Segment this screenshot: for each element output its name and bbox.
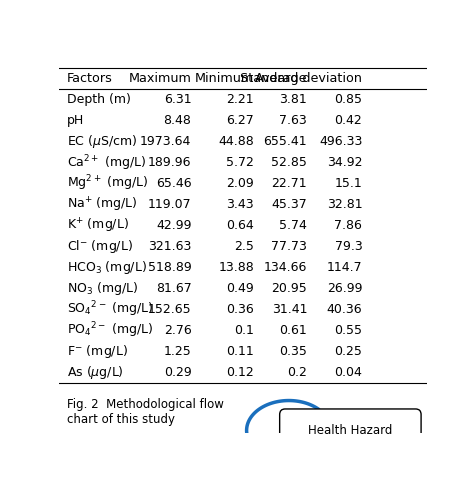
Text: 20.95: 20.95 [272,282,307,295]
Text: 8.48: 8.48 [164,114,191,127]
Text: 3.81: 3.81 [280,93,307,106]
Text: 79.3: 79.3 [335,240,362,253]
Text: Average: Average [255,72,307,85]
Text: 7.63: 7.63 [280,114,307,127]
Text: 81.67: 81.67 [156,282,191,295]
Text: Mg$^{2+}$ (mg/L): Mg$^{2+}$ (mg/L) [66,174,148,193]
Text: As ($\mu$g/L): As ($\mu$g/L) [66,364,123,381]
Text: 22.71: 22.71 [272,177,307,190]
Text: 0.11: 0.11 [226,345,254,358]
Text: 518.89: 518.89 [148,261,191,274]
Text: 496.33: 496.33 [319,135,362,148]
Text: 0.85: 0.85 [334,93,362,106]
Text: 32.81: 32.81 [327,198,362,211]
Text: 0.36: 0.36 [226,303,254,316]
Text: 119.07: 119.07 [148,198,191,211]
Text: 40.36: 40.36 [327,303,362,316]
Text: 7.86: 7.86 [335,219,362,232]
Text: 1973.64: 1973.64 [140,135,191,148]
Text: Maximum: Maximum [128,72,191,85]
Text: Fig. 2  Methodological flow
chart of this study: Fig. 2 Methodological flow chart of this… [66,398,223,426]
Text: 0.04: 0.04 [335,366,362,379]
Text: 321.63: 321.63 [148,240,191,253]
Text: 0.2: 0.2 [287,366,307,379]
Text: 0.25: 0.25 [335,345,362,358]
Text: 0.12: 0.12 [226,366,254,379]
Text: 114.7: 114.7 [327,261,362,274]
Text: 65.46: 65.46 [156,177,191,190]
Text: 655.41: 655.41 [264,135,307,148]
Text: 6.31: 6.31 [164,93,191,106]
Text: Minimum: Minimum [195,72,254,85]
Text: F$^{-}$ (mg/L): F$^{-}$ (mg/L) [66,343,128,360]
Text: 134.66: 134.66 [264,261,307,274]
Text: HCO$_{3}$ (mg/L): HCO$_{3}$ (mg/L) [66,259,146,276]
Text: 42.99: 42.99 [156,219,191,232]
Text: 45.37: 45.37 [272,198,307,211]
Text: 0.55: 0.55 [334,324,362,337]
Text: 2.09: 2.09 [226,177,254,190]
Text: Depth (m): Depth (m) [66,93,130,106]
Text: 6.27: 6.27 [226,114,254,127]
Text: EC ($\mu$S/cm): EC ($\mu$S/cm) [66,133,137,150]
Text: 2.76: 2.76 [164,324,191,337]
Text: PO$_{4}$$^{2-}$ (mg/L): PO$_{4}$$^{2-}$ (mg/L) [66,321,153,340]
Text: 2.21: 2.21 [226,93,254,106]
Text: SO$_{4}$$^{2-}$ (mg/L): SO$_{4}$$^{2-}$ (mg/L) [66,300,153,319]
Text: 0.1: 0.1 [234,324,254,337]
Text: 0.64: 0.64 [226,219,254,232]
Text: Standard deviation: Standard deviation [240,72,362,85]
Text: 77.73: 77.73 [271,240,307,253]
Text: 0.35: 0.35 [279,345,307,358]
Text: 15.1: 15.1 [335,177,362,190]
Text: NO$_{3}$ (mg/L): NO$_{3}$ (mg/L) [66,280,138,297]
Text: 31.41: 31.41 [272,303,307,316]
Text: 189.96: 189.96 [148,156,191,169]
Text: 152.65: 152.65 [148,303,191,316]
Text: 5.74: 5.74 [279,219,307,232]
Text: 44.88: 44.88 [218,135,254,148]
Text: 0.29: 0.29 [164,366,191,379]
Text: 26.99: 26.99 [327,282,362,295]
Text: 3.43: 3.43 [226,198,254,211]
Text: Factors: Factors [66,72,112,85]
Text: 34.92: 34.92 [327,156,362,169]
FancyBboxPatch shape [280,409,421,452]
Text: 13.88: 13.88 [218,261,254,274]
Text: Cl$^{-}$ (mg/L): Cl$^{-}$ (mg/L) [66,238,133,255]
Text: 2.5: 2.5 [234,240,254,253]
Text: pH: pH [66,114,84,127]
Text: 0.49: 0.49 [226,282,254,295]
Text: 0.42: 0.42 [335,114,362,127]
Text: 52.85: 52.85 [271,156,307,169]
Text: 0.61: 0.61 [280,324,307,337]
Text: Na$^{+}$ (mg/L): Na$^{+}$ (mg/L) [66,195,137,214]
Text: Health Hazard: Health Hazard [308,424,392,437]
Text: Ca$^{2+}$ (mg/L): Ca$^{2+}$ (mg/L) [66,153,146,173]
Text: K$^{+}$ (mg/L): K$^{+}$ (mg/L) [66,216,128,235]
Text: 5.72: 5.72 [226,156,254,169]
Text: 1.25: 1.25 [164,345,191,358]
